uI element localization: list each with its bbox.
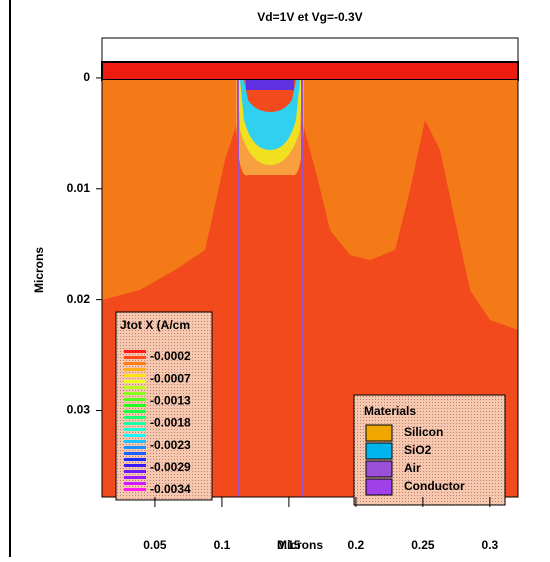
y-tick-label: 0 <box>83 70 90 84</box>
legend-title: Materials <box>364 404 416 418</box>
colorbar-stripe <box>124 380 146 383</box>
colorbar-stripe <box>124 470 146 473</box>
colorbar-stripe <box>124 434 146 437</box>
legend-label: SiO2 <box>404 443 432 457</box>
colorbar-label: -0.0002 <box>150 349 191 363</box>
colorbar-label: -0.0007 <box>150 371 191 385</box>
y-tick-label: 0.02 <box>67 292 91 306</box>
colorbar-stripe <box>124 410 146 413</box>
plot-border <box>101 37 519 498</box>
y-tick-label: 0.01 <box>67 181 91 195</box>
y-axis-label: Microns <box>32 247 46 293</box>
legend-swatch <box>365 442 393 460</box>
y-tick-label: 0.03 <box>67 403 91 417</box>
colorbar-stripe <box>124 398 146 401</box>
x-axis-label: Microns <box>277 538 323 552</box>
legend-swatch <box>365 478 393 496</box>
colorbar-stripe <box>124 368 146 371</box>
legend-swatch <box>365 460 393 478</box>
gate-region <box>101 61 519 81</box>
colorbar-stripe <box>124 446 146 449</box>
colorbar-stripe <box>124 362 146 365</box>
legend-swatch <box>365 424 393 442</box>
x-tick-label: 0.25 <box>411 538 435 552</box>
colorbar-stripe <box>124 374 146 377</box>
colorbar-label: -0.0029 <box>150 460 191 474</box>
x-tick-label: 0.2 <box>348 538 365 552</box>
colorbar-stripe <box>124 452 146 455</box>
x-tick-label: 0.3 <box>482 538 499 552</box>
top-region <box>101 37 519 63</box>
contour-region <box>246 80 294 90</box>
colorbar-stripe <box>124 386 146 389</box>
chart-title: Vd=1V et Vg=-0.3V <box>257 10 362 24</box>
colorbar-stripe <box>124 416 146 419</box>
colorbar-label: -0.0018 <box>150 416 191 430</box>
colorbar-stripe <box>124 440 146 443</box>
colorbar-label: -0.0023 <box>150 438 191 452</box>
colorbar-stripe <box>124 404 146 407</box>
colorbar-stripe <box>124 464 146 467</box>
colorbar-stripe <box>124 482 146 485</box>
colorbar-stripe <box>124 350 146 353</box>
x-tick-label: 0.15 <box>277 538 301 552</box>
colorbar-title: Jtot X (A/cm <box>120 318 190 332</box>
legend-label: Conductor <box>404 479 465 493</box>
colorbar-stripe <box>124 422 146 425</box>
colorbar-stripe <box>124 428 146 431</box>
colorbar-stripe <box>124 392 146 395</box>
colorbar-label: -0.0034 <box>150 482 191 496</box>
colorbar-stripe <box>124 356 146 359</box>
colorbar-stripe <box>124 476 146 479</box>
colorbar-stripe <box>124 458 146 461</box>
x-tick-label: 0.1 <box>214 538 231 552</box>
legend-label: Air <box>404 461 421 475</box>
legend-label: Silicon <box>404 425 443 439</box>
colorbar-stripe <box>124 488 146 491</box>
colorbar-label: -0.0013 <box>150 394 191 408</box>
x-tick-label: 0.05 <box>143 538 167 552</box>
